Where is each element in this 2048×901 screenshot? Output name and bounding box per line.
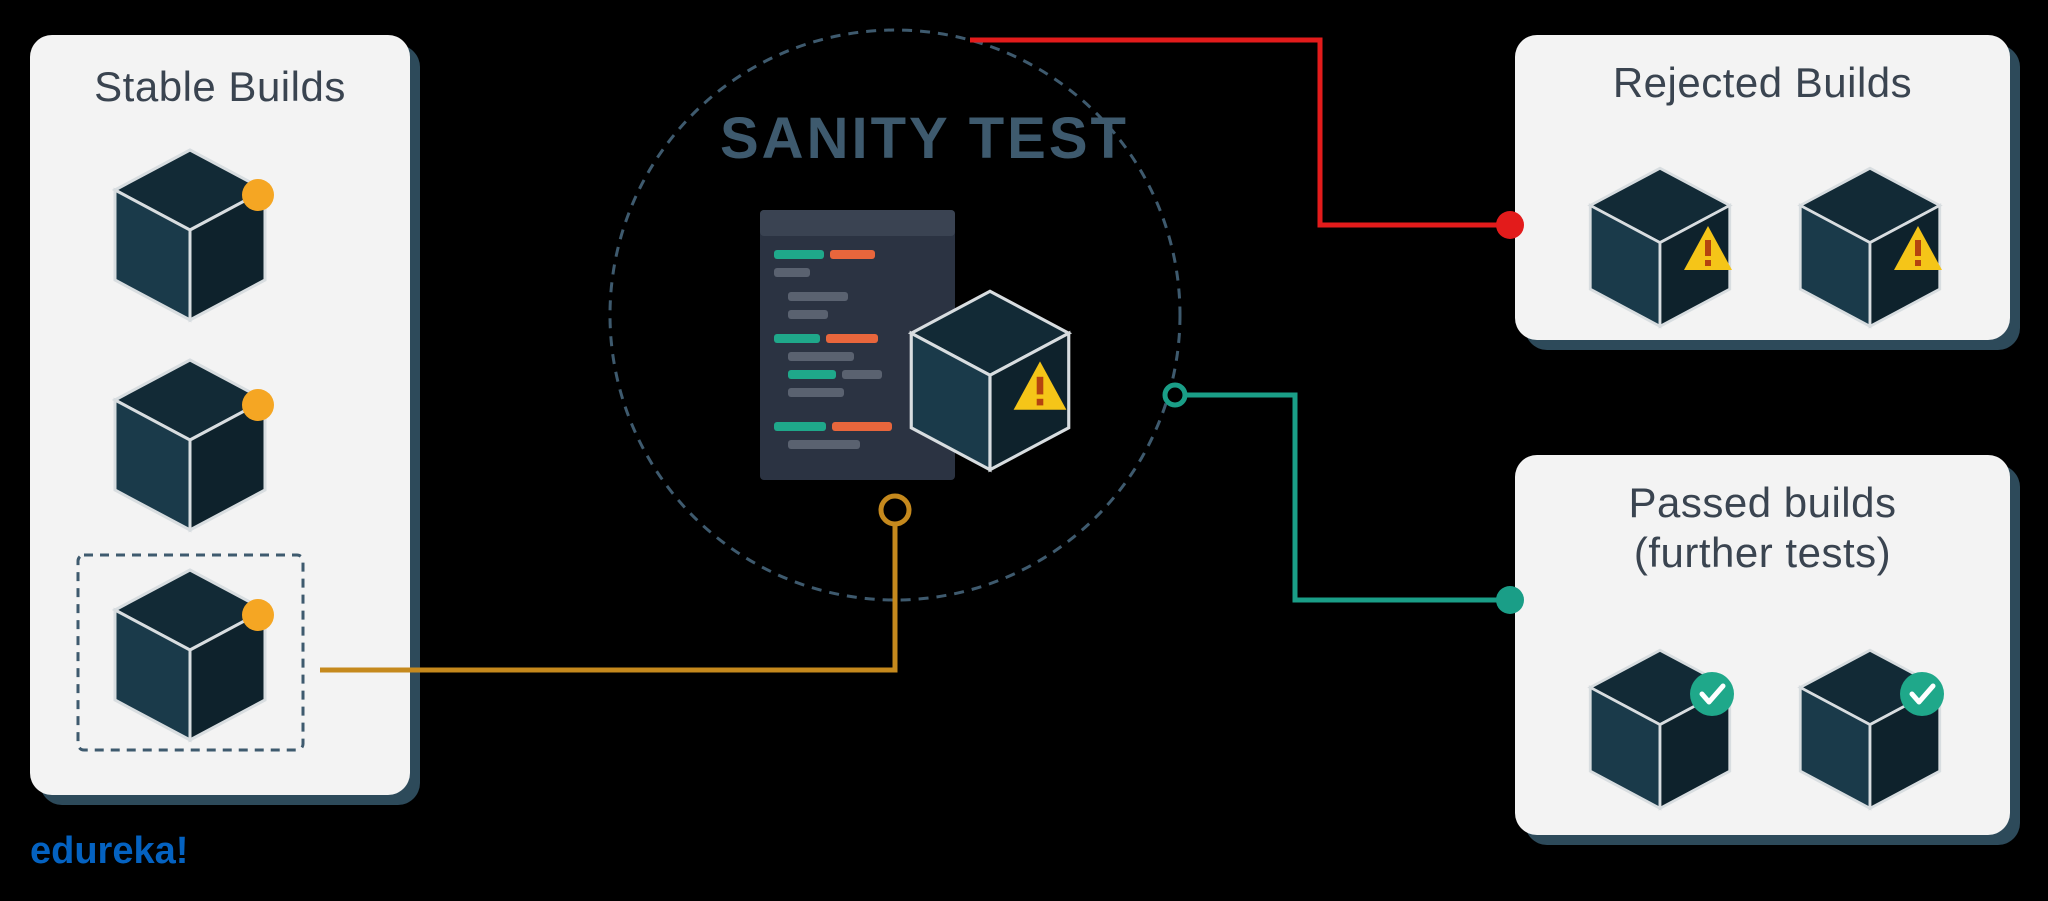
center-cube-warning-icon — [1014, 361, 1067, 409]
center-title: SANITY TEST — [720, 105, 1129, 172]
stable-title: Stable Builds — [30, 35, 410, 111]
rejected-title: Rejected Builds — [1515, 35, 2010, 107]
connector-teal — [1180, 395, 1505, 600]
center-bottom-node — [881, 496, 909, 524]
stable-builds-panel: Stable Builds — [30, 35, 410, 795]
center-right-node — [1165, 385, 1185, 405]
passed-title-2: (further tests) — [1515, 527, 2010, 577]
passed-title-1: Passed builds — [1515, 455, 2010, 527]
passed-builds-panel: Passed builds (further tests) — [1515, 455, 2010, 835]
brand-logo: edureka! — [30, 830, 188, 873]
center-cube — [911, 291, 1069, 470]
rejected-builds-panel: Rejected Builds — [1515, 35, 2010, 340]
code-window-icon — [760, 210, 955, 480]
